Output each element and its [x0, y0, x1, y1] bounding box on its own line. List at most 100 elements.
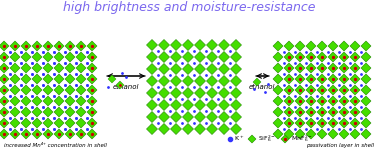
Polygon shape	[195, 64, 206, 74]
Polygon shape	[87, 129, 97, 139]
Polygon shape	[183, 100, 194, 111]
Polygon shape	[339, 85, 349, 95]
Polygon shape	[87, 85, 97, 95]
Polygon shape	[339, 74, 349, 84]
Polygon shape	[43, 85, 53, 95]
Polygon shape	[147, 111, 158, 122]
Polygon shape	[284, 118, 294, 128]
Polygon shape	[206, 76, 217, 87]
Polygon shape	[32, 129, 42, 139]
Polygon shape	[339, 129, 349, 139]
Polygon shape	[195, 124, 206, 135]
Polygon shape	[54, 96, 64, 106]
Polygon shape	[147, 51, 158, 63]
Polygon shape	[170, 87, 181, 98]
Polygon shape	[218, 100, 229, 111]
Polygon shape	[284, 74, 294, 84]
Polygon shape	[10, 107, 20, 117]
Polygon shape	[273, 74, 283, 84]
Polygon shape	[206, 40, 217, 50]
Polygon shape	[295, 52, 305, 62]
Polygon shape	[65, 85, 75, 95]
Polygon shape	[231, 40, 242, 50]
Polygon shape	[10, 85, 20, 95]
Polygon shape	[295, 107, 305, 117]
Polygon shape	[76, 63, 86, 73]
Polygon shape	[0, 107, 9, 117]
Polygon shape	[183, 87, 194, 98]
Polygon shape	[361, 52, 371, 62]
Polygon shape	[65, 96, 75, 106]
Polygon shape	[43, 41, 53, 51]
Polygon shape	[65, 41, 75, 51]
Polygon shape	[328, 41, 338, 51]
Polygon shape	[170, 51, 181, 63]
Polygon shape	[54, 129, 64, 139]
Polygon shape	[65, 129, 75, 139]
Polygon shape	[158, 111, 169, 122]
Polygon shape	[317, 107, 327, 117]
Polygon shape	[21, 52, 31, 62]
Polygon shape	[231, 76, 242, 87]
Polygon shape	[0, 63, 9, 73]
Polygon shape	[218, 111, 229, 122]
Polygon shape	[76, 85, 86, 95]
Polygon shape	[350, 85, 360, 95]
Polygon shape	[195, 111, 206, 122]
Polygon shape	[147, 76, 158, 87]
Polygon shape	[10, 63, 20, 73]
Polygon shape	[273, 41, 283, 51]
Polygon shape	[295, 96, 305, 106]
Polygon shape	[273, 52, 283, 62]
Polygon shape	[54, 107, 64, 117]
Polygon shape	[284, 41, 294, 51]
Polygon shape	[284, 96, 294, 106]
Polygon shape	[231, 87, 242, 98]
Polygon shape	[195, 87, 206, 98]
Polygon shape	[306, 85, 316, 95]
Polygon shape	[248, 135, 256, 143]
Polygon shape	[306, 107, 316, 117]
Polygon shape	[43, 107, 53, 117]
Polygon shape	[306, 63, 316, 73]
Polygon shape	[231, 124, 242, 135]
Polygon shape	[32, 52, 42, 62]
Polygon shape	[284, 129, 294, 139]
Polygon shape	[231, 111, 242, 122]
Polygon shape	[317, 129, 327, 139]
Polygon shape	[306, 129, 316, 139]
Polygon shape	[328, 74, 338, 84]
Polygon shape	[21, 107, 31, 117]
Polygon shape	[10, 74, 20, 84]
Polygon shape	[147, 87, 158, 98]
Polygon shape	[0, 52, 9, 62]
Polygon shape	[361, 74, 371, 84]
Polygon shape	[21, 96, 31, 106]
Text: SiF$_6^{2-}$: SiF$_6^{2-}$	[258, 134, 276, 144]
Polygon shape	[0, 41, 9, 51]
Text: increased Mn⁴⁺ concentration in shell: increased Mn⁴⁺ concentration in shell	[4, 143, 107, 148]
Polygon shape	[350, 74, 360, 84]
Polygon shape	[170, 124, 181, 135]
Polygon shape	[147, 100, 158, 111]
Polygon shape	[317, 63, 327, 73]
Polygon shape	[317, 52, 327, 62]
Polygon shape	[306, 41, 316, 51]
Polygon shape	[21, 118, 31, 128]
Polygon shape	[328, 85, 338, 95]
Polygon shape	[195, 100, 206, 111]
Polygon shape	[183, 51, 194, 63]
Polygon shape	[317, 74, 327, 84]
Polygon shape	[54, 118, 64, 128]
Polygon shape	[0, 74, 9, 84]
Polygon shape	[273, 96, 283, 106]
Polygon shape	[183, 64, 194, 74]
Polygon shape	[21, 129, 31, 139]
Polygon shape	[361, 118, 371, 128]
Polygon shape	[361, 85, 371, 95]
Polygon shape	[21, 74, 31, 84]
Polygon shape	[32, 118, 42, 128]
Polygon shape	[328, 63, 338, 73]
Polygon shape	[43, 63, 53, 73]
Polygon shape	[361, 129, 371, 139]
